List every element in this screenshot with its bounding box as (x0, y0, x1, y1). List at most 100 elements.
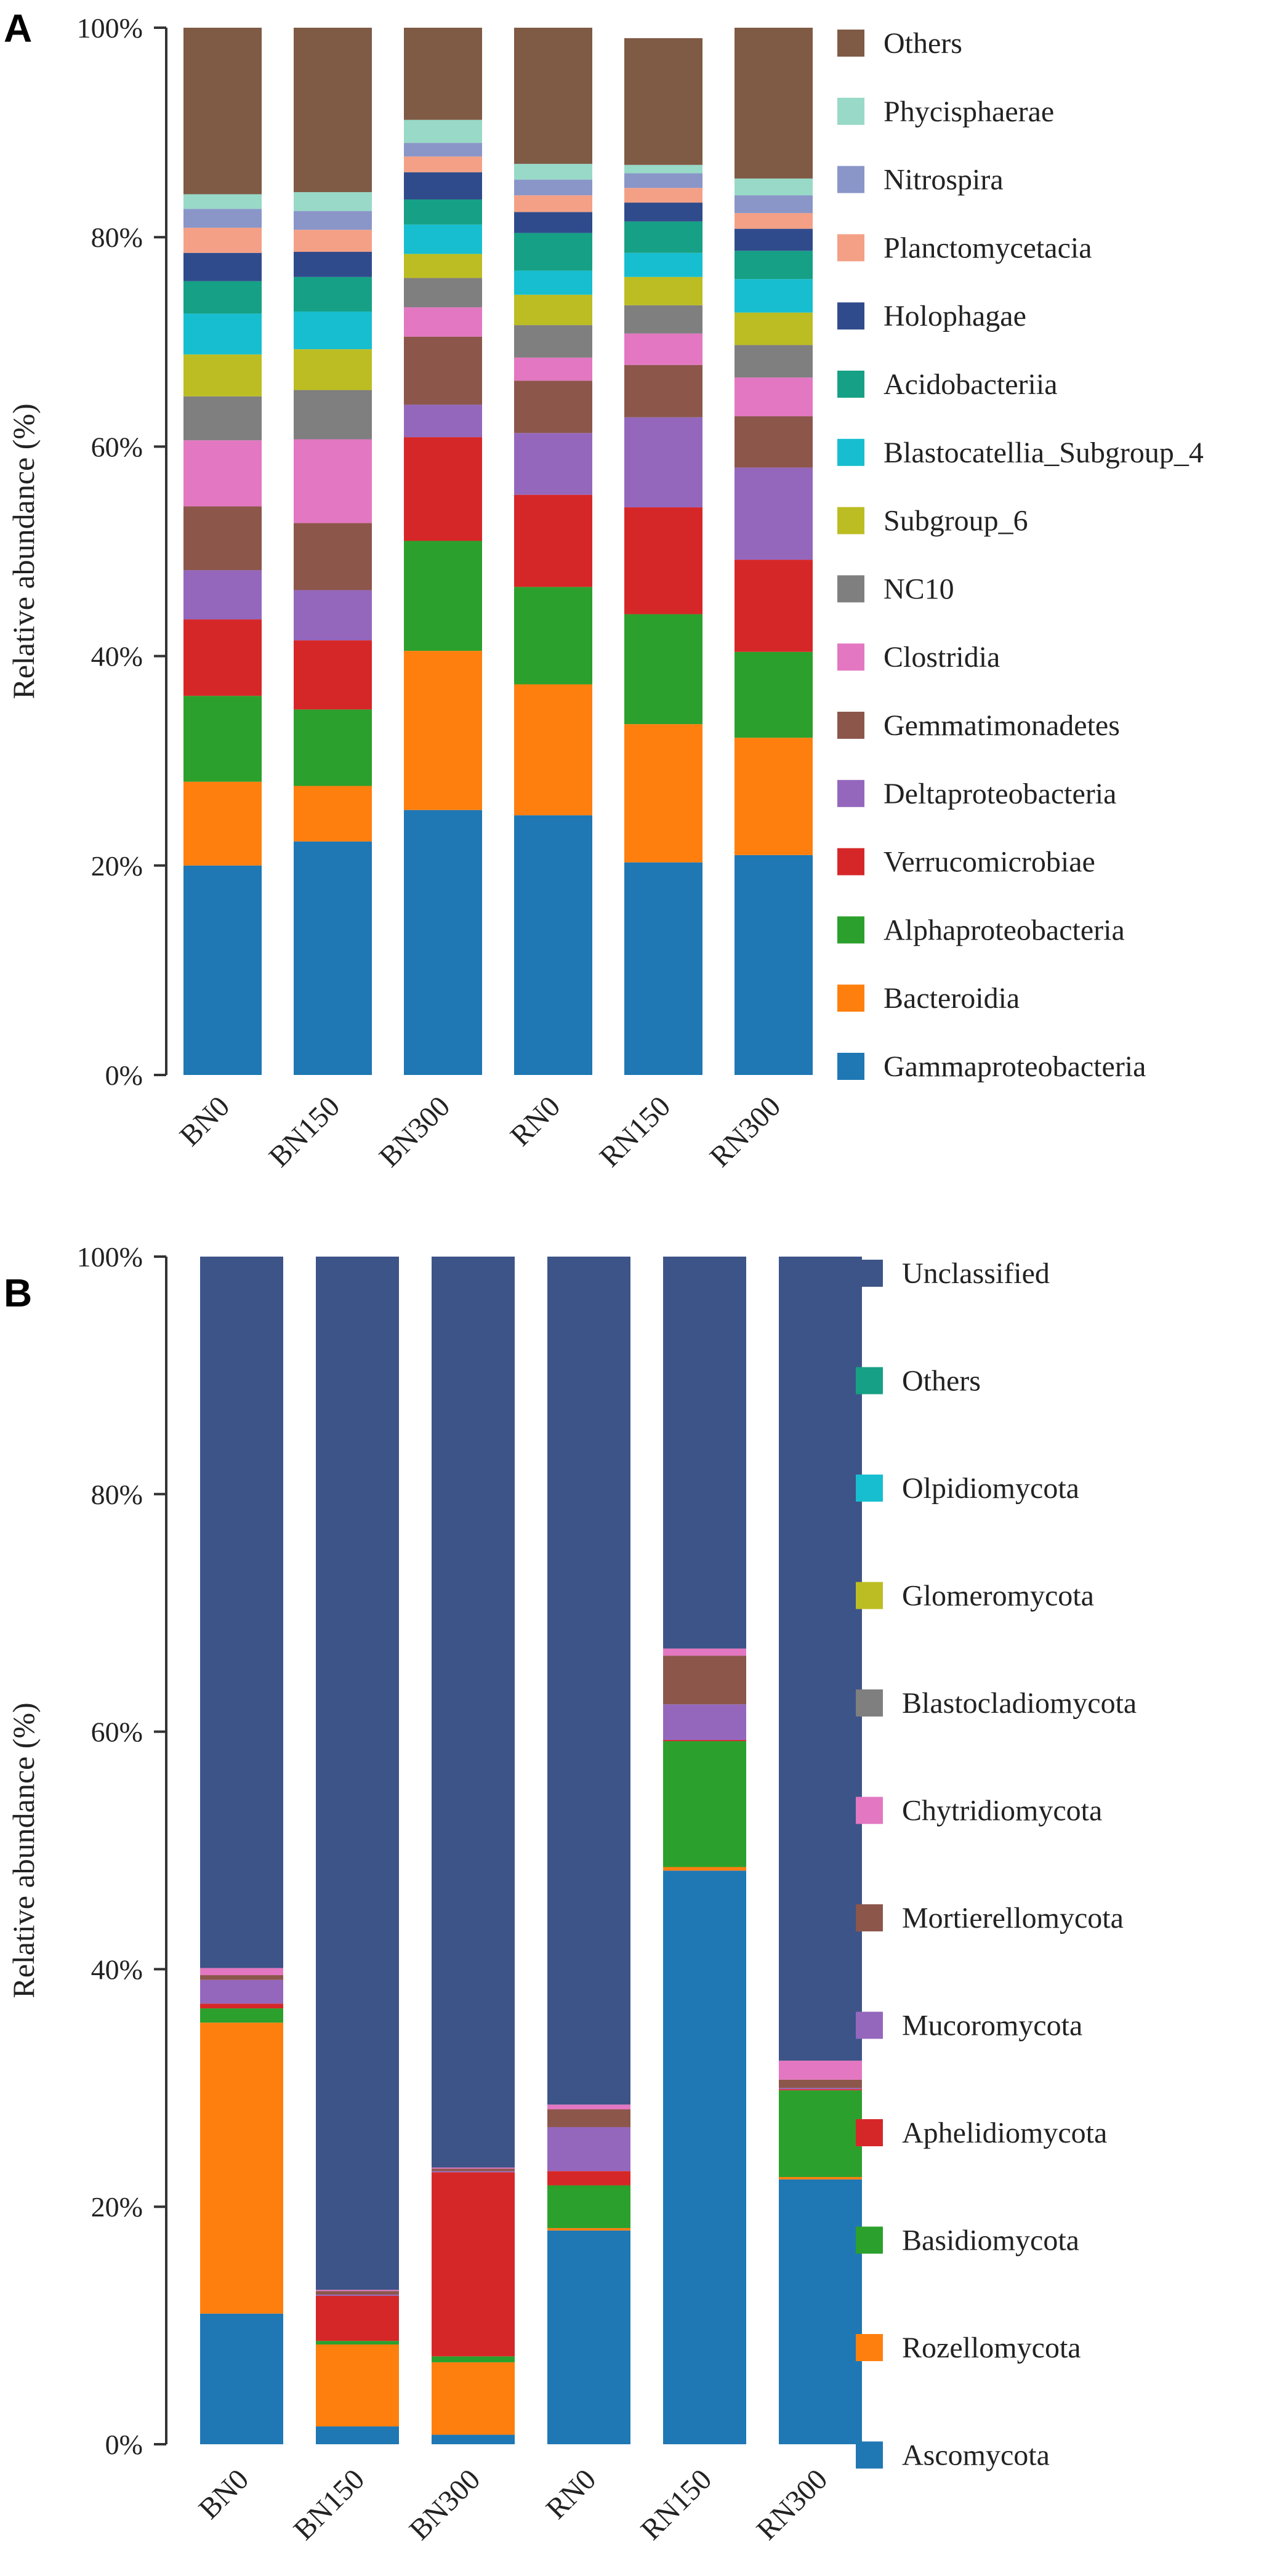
bar-bn300-blastocatellia-subgroup-4 (404, 224, 482, 254)
bar-bn300-others (404, 28, 482, 120)
bar-rn150-nitrospira (624, 173, 702, 188)
bar-rn300-subgroup-6 (735, 312, 813, 345)
bar-rn0-others (514, 28, 592, 164)
y-tick-label: 40% (91, 641, 143, 672)
bar-rn150-basidiomycota (663, 1741, 746, 1867)
bar-bn150-nitrospira (294, 211, 372, 230)
bar-bn0-nc10 (183, 396, 262, 441)
bar-rn300-alphaproteobacteria (735, 651, 813, 738)
y-tick-label: 100% (77, 12, 143, 44)
bar-bn0-mucoromycota (200, 1979, 283, 2004)
bar-rn300-planctomycetacia (735, 213, 813, 229)
legend-swatch-olpidiomycota (856, 1475, 883, 1502)
bar-bn0-planctomycetacia (183, 227, 262, 253)
legend-swatch-others (837, 30, 864, 57)
bar-bn300-nc10 (404, 278, 482, 308)
bar-rn300-clostridia (735, 377, 813, 417)
bar-rn300-aphelidiomycota (779, 2089, 862, 2091)
y-axis-label: Relative abundance (%) (6, 403, 41, 699)
bar-bn0-phycisphaerae (183, 194, 262, 209)
bar-bn0-bacteroidia (183, 781, 262, 866)
bar-bn150-holophagae (294, 252, 372, 277)
legend-label: Deltaproteobacteria (884, 778, 1116, 810)
bar-rn0-clostridia (514, 357, 592, 381)
legend-swatch-rozellomycota (856, 2334, 883, 2361)
bar-rn150-deltaproteobacteria (624, 417, 702, 508)
bar-rn0-nitrospira (514, 179, 592, 196)
legend-label: Acidobacteriia (884, 368, 1058, 401)
bar-rn300-phycisphaerae (735, 178, 813, 196)
bar-rn0-gammaproteobacteria (514, 815, 592, 1075)
legend-swatch-aphelidiomycota (856, 2119, 883, 2146)
bar-rn0-alphaproteobacteria (514, 587, 592, 685)
bar-rn150-verrucomicrobiae (624, 507, 702, 614)
bar-rn300-blastocatellia-subgroup-4 (735, 279, 813, 313)
legend-swatch-phycisphaerae (837, 97, 864, 125)
y-tick-label: 20% (91, 2191, 143, 2223)
bar-rn0-chytridiomycota (547, 2104, 630, 2110)
bar-rn300-nc10 (735, 345, 813, 378)
bar-bn150-chytridiomycota (316, 2290, 399, 2292)
bar-rn150-holophagae (624, 203, 702, 222)
legend-swatch-acidobacteriia (837, 371, 864, 398)
bar-rn150-alphaproteobacteria (624, 614, 702, 725)
legend-swatch-blastocladiomycota (856, 1689, 883, 1717)
legend-swatch-blastocatellia-subgroup-4 (837, 438, 864, 466)
bar-bn0-alphaproteobacteria (183, 696, 262, 782)
bar-rn0-mortierellomycota (547, 2109, 630, 2127)
legend-label: Subgroup_6 (884, 505, 1028, 537)
bar-bn150-aphelidiomycota (316, 2295, 399, 2341)
legend-label: Gemmatimonadetes (884, 709, 1120, 742)
legend-label: Planctomycetacia (884, 231, 1092, 264)
legend-label: Blastocatellia_Subgroup_4 (884, 437, 1204, 469)
bar-rn300-acidobacteriia (735, 251, 813, 280)
legend-label: Ascomycota (902, 2439, 1050, 2472)
bar-bn0-gemmatimonadetes (183, 506, 262, 571)
bar-rn0-verrucomicrobiae (514, 494, 592, 587)
bar-bn300-phycisphaerae (404, 119, 482, 143)
legend-swatch-clostridia (837, 643, 864, 671)
bar-bn0-deltaproteobacteria (183, 570, 262, 620)
legend-label: Rozellomycota (902, 2332, 1081, 2364)
bar-rn150-gammaproteobacteria (624, 862, 702, 1075)
bar-rn0-basidiomycota (547, 2185, 630, 2228)
bar-bn300-aphelidiomycota (432, 2172, 515, 2357)
legend-swatch-planctomycetacia (837, 234, 864, 262)
legend-label: Glomeromycota (902, 1580, 1094, 1612)
bar-rn0-mucoromycota (547, 2127, 630, 2171)
bar-bn0-acidobacteriia (183, 281, 262, 314)
bar-bn150-rozellomycota (316, 2344, 399, 2427)
bar-rn150-gemmatimonadetes (624, 364, 702, 417)
legend-label: Gammaproteobacteria (884, 1050, 1146, 1083)
bar-rn150-planctomycetacia (624, 188, 702, 203)
bar-rn0-acidobacteriia (514, 233, 592, 271)
bar-bn300-deltaproteobacteria (404, 405, 482, 438)
bar-bn0-subgroup-6 (183, 354, 262, 396)
legend-label: Phycisphaerae (884, 95, 1054, 128)
y-tick-label: 80% (91, 1479, 143, 1510)
legend-label: Others (884, 27, 962, 60)
bar-bn0-mortierellomycota (200, 1975, 283, 1980)
bar-rn150-ascomycota (663, 1870, 746, 2444)
bar-bn150-verrucomicrobiae (294, 640, 372, 710)
bar-bn300-subgroup-6 (404, 254, 482, 278)
bar-rn0-aphelidiomycota (547, 2171, 630, 2186)
legend-label: Nitrospira (884, 164, 1004, 196)
y-tick-label: 20% (91, 850, 143, 882)
bar-rn0-deltaproteobacteria (514, 433, 592, 495)
bar-rn300-gemmatimonadetes (735, 416, 813, 468)
legend-label: Mortierellomycota (902, 1902, 1124, 1934)
bar-rn300-holophagae (735, 228, 813, 251)
bar-bn300-acidobacteriia (404, 199, 482, 225)
bar-rn150-bacteroidia (624, 724, 702, 863)
bar-rn0-ascomycota (547, 2230, 630, 2444)
legend-swatch-bacteroidia (837, 984, 864, 1012)
bar-bn150-clostridia (294, 439, 372, 523)
legend-label: Chytridiomycota (902, 1795, 1102, 1827)
bar-bn150-planctomycetacia (294, 230, 372, 252)
bar-rn300-verrucomicrobiae (735, 560, 813, 652)
legend-swatch-ascomycota (856, 2441, 883, 2469)
bar-rn0-rozellomycota (547, 2228, 630, 2231)
bar-rn150-nc10 (624, 305, 702, 334)
bar-rn300-gammaproteobacteria (735, 855, 813, 1075)
